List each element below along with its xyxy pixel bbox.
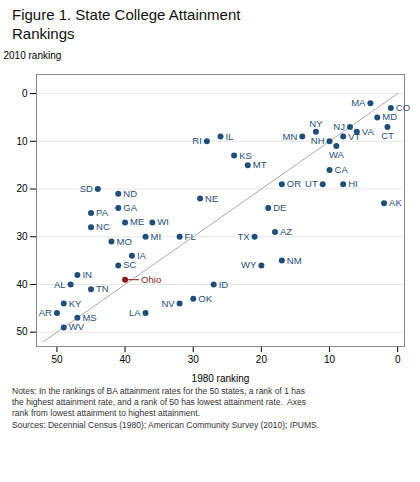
svg-text:WY: WY — [241, 259, 257, 270]
svg-text:WV: WV — [69, 321, 85, 332]
svg-text:40: 40 — [16, 278, 28, 289]
svg-text:NV: NV — [161, 297, 175, 308]
svg-text:DE: DE — [273, 202, 286, 213]
svg-text:KY: KY — [69, 297, 82, 308]
svg-text:AL: AL — [54, 278, 66, 289]
svg-text:ME: ME — [130, 216, 144, 227]
svg-text:GA: GA — [123, 202, 137, 213]
svg-text:NE: NE — [205, 192, 218, 203]
svg-text:VA: VA — [362, 125, 375, 136]
svg-text:MI: MI — [151, 230, 162, 241]
svg-text:KS: KS — [239, 149, 252, 160]
svg-text:30: 30 — [16, 230, 28, 241]
svg-text:0: 0 — [22, 87, 28, 98]
svg-text:NH: NH — [311, 135, 325, 146]
svg-text:0: 0 — [395, 353, 401, 364]
svg-text:WA: WA — [329, 149, 345, 160]
svg-text:2010 ranking: 2010 ranking — [4, 49, 62, 60]
svg-text:OR: OR — [287, 178, 301, 189]
svg-text:WI: WI — [157, 216, 169, 227]
svg-text:MT: MT — [253, 159, 267, 170]
svg-text:MS: MS — [82, 311, 96, 322]
svg-text:TN: TN — [96, 283, 109, 294]
svg-text:FL: FL — [185, 230, 196, 241]
svg-text:20: 20 — [16, 183, 28, 194]
svg-text:IN: IN — [82, 268, 92, 279]
svg-text:CO: CO — [396, 101, 410, 112]
svg-text:MO: MO — [116, 235, 131, 246]
svg-text:TX: TX — [237, 230, 250, 241]
svg-text:ID: ID — [219, 278, 229, 289]
svg-text:50: 50 — [51, 353, 63, 364]
svg-text:MN: MN — [282, 130, 297, 141]
svg-text:ND: ND — [123, 187, 137, 198]
svg-text:CA: CA — [335, 163, 349, 174]
svg-text:10: 10 — [16, 135, 28, 146]
svg-text:AZ: AZ — [280, 226, 292, 237]
svg-text:AK: AK — [389, 197, 402, 208]
svg-text:40: 40 — [120, 353, 132, 364]
svg-text:SC: SC — [123, 259, 136, 270]
svg-text:IL: IL — [226, 130, 234, 141]
svg-text:1980 ranking: 1980 ranking — [192, 372, 250, 383]
svg-text:MA: MA — [351, 97, 366, 108]
svg-text:RI: RI — [192, 135, 202, 146]
svg-text:UT: UT — [305, 178, 318, 189]
svg-text:HI: HI — [348, 178, 358, 189]
svg-text:CT: CT — [381, 130, 394, 141]
svg-text:MD: MD — [382, 111, 397, 122]
svg-text:NY: NY — [309, 117, 323, 128]
svg-text:50: 50 — [16, 326, 28, 337]
svg-text:NJ: NJ — [333, 121, 345, 132]
svg-text:10: 10 — [324, 353, 336, 364]
svg-text:SD: SD — [80, 183, 93, 194]
svg-text:30: 30 — [188, 353, 200, 364]
svg-text:AR: AR — [39, 307, 52, 318]
svg-text:LA: LA — [129, 307, 141, 318]
svg-text:NM: NM — [287, 254, 302, 265]
svg-text:PA: PA — [96, 206, 109, 217]
svg-text:IA: IA — [137, 249, 147, 260]
html-text:Figure 1. State College Attain: Figure 1. State College Attainment Ranki… — [12, 6, 241, 42]
svg-text:OK: OK — [198, 292, 212, 303]
svg-text:VT: VT — [348, 130, 360, 141]
svg-text:NC: NC — [96, 221, 110, 232]
svg-text:Ohio: Ohio — [141, 273, 161, 284]
svg-text:20: 20 — [256, 353, 268, 364]
html-text:Notes: In the rankings of BA a: Notes: In the rankings of BA attainment … — [12, 385, 320, 430]
